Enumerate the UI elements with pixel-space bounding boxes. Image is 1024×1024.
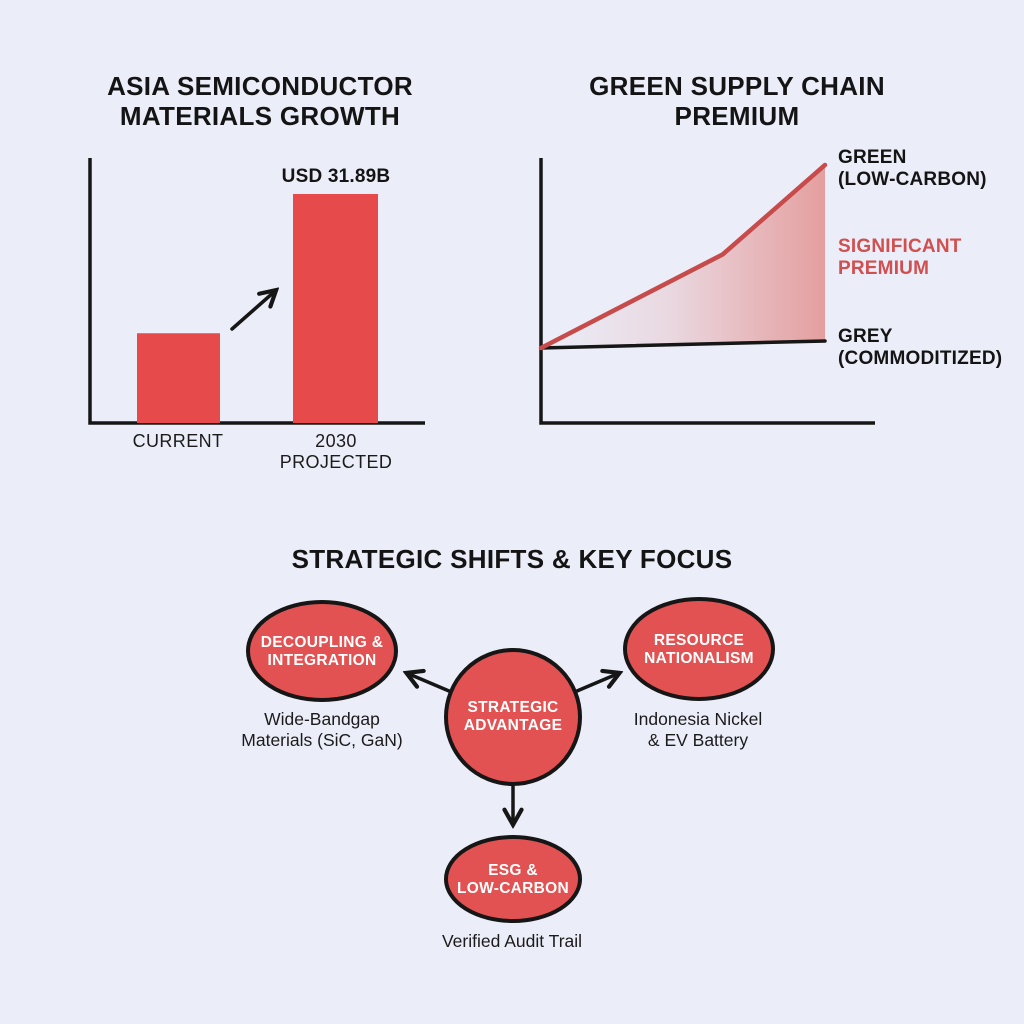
sublabel-esg: Verified Audit Trail — [441, 931, 583, 951]
x-tick-2030-projected: 2030 PROJECTED — [279, 431, 393, 472]
node-decoupling-label: DECOUPLING & INTEGRATION — [260, 634, 384, 669]
node-center-label: STRATEGIC ADVANTAGE — [463, 699, 563, 734]
node-esg-ellipse — [444, 835, 582, 923]
node-esg-label: ESG & LOW-CARBON — [456, 862, 570, 897]
premium-label: SIGNIFICANT PREMIUM — [838, 236, 962, 279]
sublabel-decoupling: Wide-Bandgap Materials (SiC, GaN) — [241, 709, 403, 750]
growth-arrow — [230, 292, 274, 331]
arrow-to-decoupling — [409, 674, 451, 693]
right-chart-title: GREEN SUPPLY CHAIN PREMIUM — [589, 71, 885, 131]
arrow-to-resource — [575, 674, 617, 693]
bar-current — [137, 333, 220, 423]
x-tick-current: CURRENT — [132, 431, 224, 451]
node-resource-ellipse — [623, 597, 775, 701]
sublabel-resource: Indonesia Nickel & EV Battery — [633, 709, 763, 750]
node-resource-label: RESOURCE NATIONALISM — [644, 632, 754, 667]
bar-value-label: USD 31.89B — [281, 166, 391, 187]
line-chart-axes — [539, 158, 875, 425]
green-low-carbon-line — [538, 162, 828, 351]
node-decoupling-ellipse — [246, 600, 398, 702]
left-chart-title: ASIA SEMICONDUCTOR MATERIALS GROWTH — [107, 71, 413, 131]
grey-series-label: GREY (COMMODITIZED) — [838, 326, 1003, 369]
premium-gap-fill — [541, 164, 825, 348]
grey-commoditized-line — [539, 339, 827, 350]
diagram-title: STRATEGIC SHIFTS & KEY FOCUS — [291, 544, 733, 574]
green-series-label: GREEN (LOW-CARBON) — [838, 147, 987, 190]
node-center-circle — [444, 648, 582, 786]
bar-2030-projected — [293, 194, 378, 423]
